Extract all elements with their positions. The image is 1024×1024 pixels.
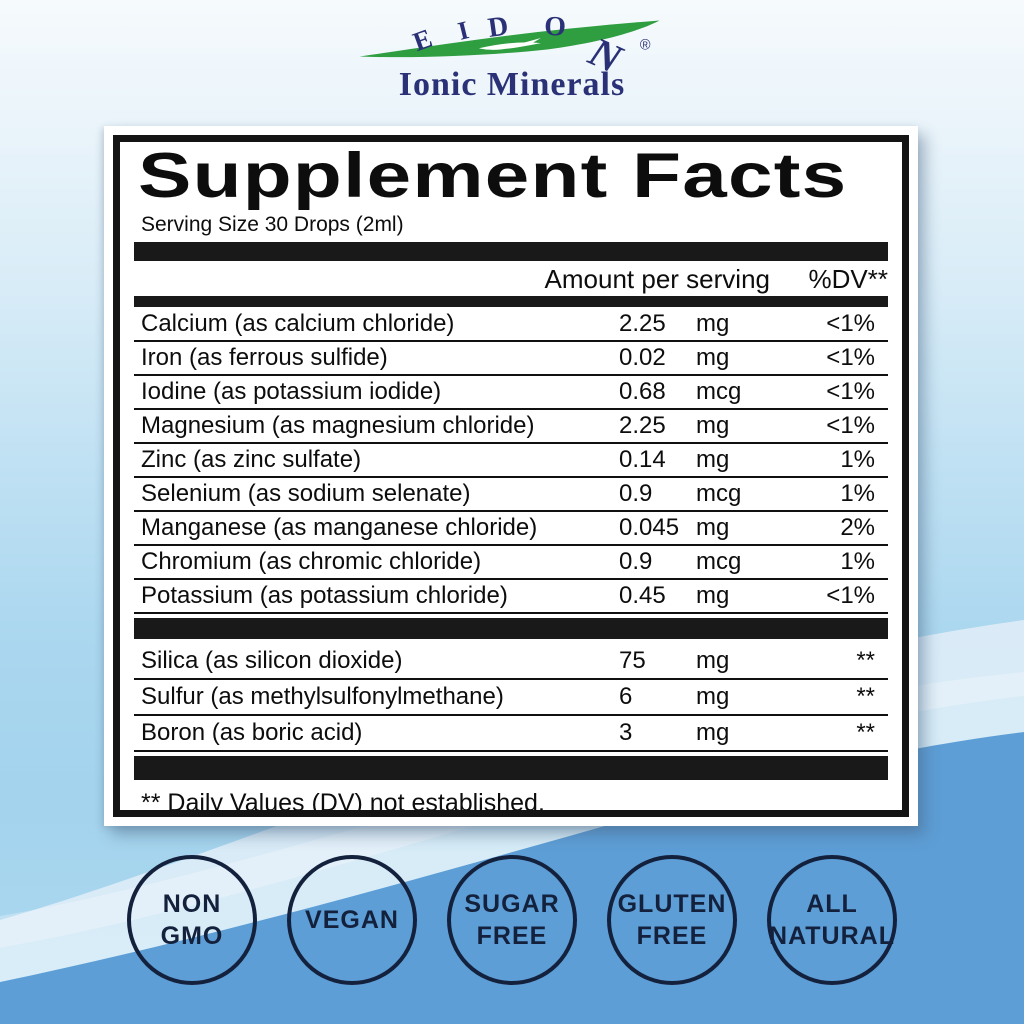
supplement-facts-panel: Supplement Facts Serving Size 30 Drops (… <box>104 126 918 826</box>
eidon-logo-mark: E I D O N ® <box>359 10 660 72</box>
badge-line-2: FREE <box>476 921 548 950</box>
mineral-unit: mg <box>696 683 730 710</box>
panel-title: Supplement Facts <box>138 141 848 211</box>
logo-white-accent-tick <box>522 37 541 45</box>
mineral-dv: ** <box>856 719 875 746</box>
claim-badge: ALL NATURAL <box>767 855 897 985</box>
mineral-dv: 1% <box>840 548 875 575</box>
brand-logo: E I D O N ® Ionic Minerals <box>0 6 1024 104</box>
mineral-name: Chromium (as chromic chloride) <box>141 548 482 575</box>
badge-line-1: SUGAR <box>464 889 560 918</box>
brand-tagline: Ionic Minerals <box>398 66 626 103</box>
divider-bar <box>134 296 888 307</box>
mineral-dv: 1% <box>840 446 875 473</box>
table-row: Iron (as ferrous sulfide) 0.02 mg <1% <box>134 342 888 376</box>
mineral-dv: 2% <box>840 514 875 541</box>
mineral-unit: mg <box>696 446 730 473</box>
mineral-amount: 0.14 <box>619 446 666 473</box>
badge-line-1: NON <box>162 889 222 918</box>
mineral-amount: 2.25 <box>619 412 666 439</box>
mineral-dv: 1% <box>840 480 875 507</box>
logo-letter: D <box>486 10 510 43</box>
badge-line-2: GMO <box>160 921 224 950</box>
table-row: Chromium (as chromic chloride) 0.9 mcg 1… <box>134 546 888 580</box>
badge-row: NON GMO VEGAN SUGAR FREE GLUTEN FREE ALL… <box>0 855 1024 985</box>
mineral-name: Silica (as silicon dioxide) <box>141 647 403 674</box>
registered-mark: ® <box>640 37 651 53</box>
table-row: Sulfur (as methylsulfonylmethane) 6 mg *… <box>134 680 888 716</box>
mineral-amount: 6 <box>619 683 633 710</box>
badge-line-1: ALL <box>806 889 858 918</box>
mineral-name: Calcium (as calcium chloride) <box>141 310 455 337</box>
badge-line-1: GLUTEN <box>617 889 727 918</box>
divider-bar <box>134 618 888 639</box>
table-row: Potassium (as potassium chloride) 0.45 m… <box>134 580 888 614</box>
claim-badge: GLUTEN FREE <box>607 855 737 985</box>
mineral-unit: mcg <box>696 480 742 507</box>
dv-footnote: ** Daily Values (DV) not established. <box>141 789 545 817</box>
mineral-unit: mg <box>696 310 730 337</box>
logo-white-accent <box>479 42 541 50</box>
table-row: Selenium (as sodium selenate) 0.9 mcg 1% <box>134 478 888 512</box>
mineral-name: Iodine (as potassium iodide) <box>141 378 442 405</box>
table-header: Amount per serving %DV** <box>134 263 888 296</box>
mineral-dv: <1% <box>826 310 875 337</box>
mineral-amount: 0.68 <box>619 378 666 405</box>
mineral-amount: 0.45 <box>619 582 666 609</box>
mineral-amount: 75 <box>619 647 646 674</box>
mineral-dv: ** <box>856 683 875 710</box>
badge-line-2: NATURAL <box>769 921 895 950</box>
mineral-unit: mg <box>696 719 730 746</box>
mineral-unit: mcg <box>696 378 742 405</box>
claim-badge: VEGAN <box>287 855 417 985</box>
table-row: Zinc (as zinc sulfate) 0.14 mg 1% <box>134 444 888 478</box>
table-row: Manganese (as manganese chloride) 0.045 … <box>134 512 888 546</box>
table-row: Silica (as silicon dioxide) 75 mg ** <box>134 644 888 680</box>
mineral-dv: <1% <box>826 344 875 371</box>
mineral-dv: <1% <box>826 378 875 405</box>
mineral-rows-primary: Calcium (as calcium chloride) 2.25 mg <1… <box>134 308 888 614</box>
divider-bar <box>134 756 888 780</box>
logo-letter: O <box>544 11 567 43</box>
table-row: Boron (as boric acid) 3 mg ** <box>134 716 888 752</box>
logo-green-wave <box>359 20 660 58</box>
mineral-dv: ** <box>856 647 875 674</box>
mineral-name: Zinc (as zinc sulfate) <box>141 446 362 473</box>
column-header-amount: Amount per serving <box>544 264 770 294</box>
mineral-unit: mg <box>696 514 730 541</box>
mineral-amount: 2.25 <box>619 310 666 337</box>
badge-line-1: VEGAN <box>305 905 399 934</box>
divider-bar <box>134 242 888 261</box>
mineral-unit: mcg <box>696 548 742 575</box>
supplement-facts-inner: Supplement Facts Serving Size 30 Drops (… <box>113 135 909 817</box>
mineral-unit: mg <box>696 582 730 609</box>
mineral-dv: <1% <box>826 582 875 609</box>
mineral-name: Boron (as boric acid) <box>141 719 363 746</box>
mineral-amount: 0.9 <box>619 548 653 575</box>
mineral-amount: 3 <box>619 719 633 746</box>
claim-badge: NON GMO <box>127 855 257 985</box>
mineral-name: Potassium (as potassium chloride) <box>141 582 508 609</box>
column-header-dv: %DV** <box>808 264 888 294</box>
mineral-unit: mg <box>696 412 730 439</box>
mineral-name: Sulfur (as methylsulfonylmethane) <box>141 683 504 710</box>
logo-letter: I <box>455 15 472 46</box>
mineral-name: Iron (as ferrous sulfide) <box>141 344 388 371</box>
mineral-name: Manganese (as manganese chloride) <box>141 514 538 541</box>
mineral-amount: 0.02 <box>619 344 666 371</box>
table-row: Calcium (as calcium chloride) 2.25 mg <1… <box>134 308 888 342</box>
serving-size: Serving Size 30 Drops (2ml) <box>141 213 404 236</box>
mineral-name: Magnesium (as magnesium chloride) <box>141 412 535 439</box>
table-row: Iodine (as potassium iodide) 0.68 mcg <1… <box>134 376 888 410</box>
mineral-rows-secondary: Silica (as silicon dioxide) 75 mg ** Sul… <box>134 644 888 752</box>
claim-badge: SUGAR FREE <box>447 855 577 985</box>
mineral-amount: 0.045 <box>619 514 680 541</box>
mineral-unit: mg <box>696 647 730 674</box>
mineral-name: Selenium (as sodium selenate) <box>141 480 471 507</box>
badge-line-2: FREE <box>636 921 708 950</box>
mineral-dv: <1% <box>826 412 875 439</box>
table-row: Magnesium (as magnesium chloride) 2.25 m… <box>134 410 888 444</box>
mineral-unit: mg <box>696 344 730 371</box>
mineral-amount: 0.9 <box>619 480 653 507</box>
